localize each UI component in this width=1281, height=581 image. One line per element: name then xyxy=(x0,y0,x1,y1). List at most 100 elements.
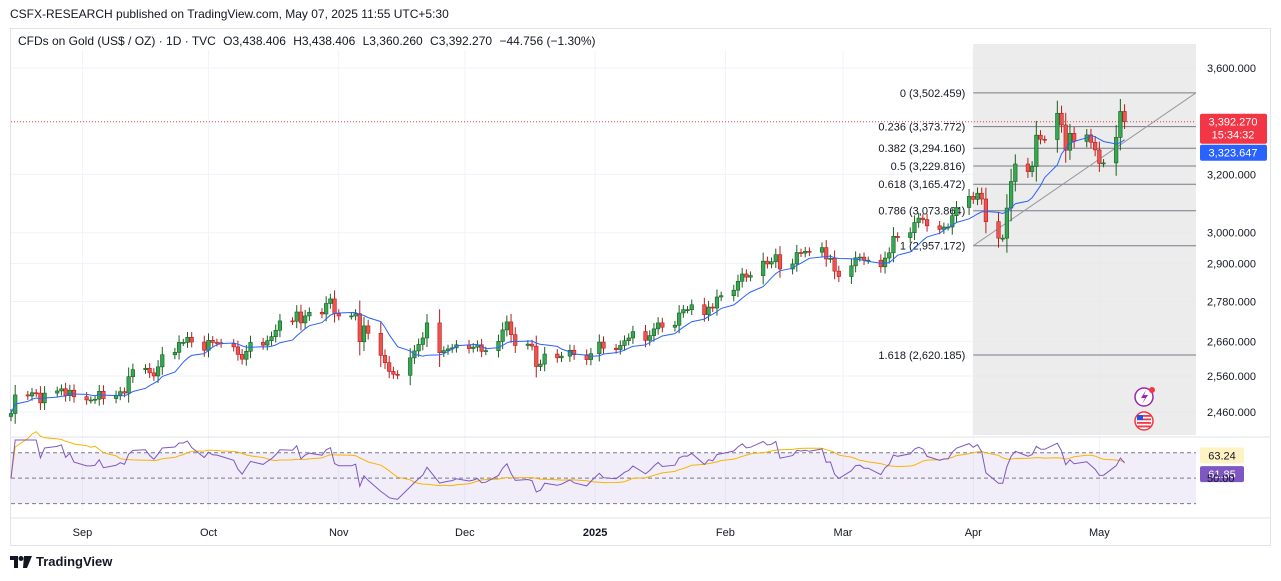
candle-body xyxy=(1034,134,1039,167)
candle-body xyxy=(714,296,720,309)
flag-canton xyxy=(1137,415,1143,420)
candle-body xyxy=(769,261,774,265)
candle-body xyxy=(777,254,783,270)
rsi-tag-value: 61.85 xyxy=(1208,469,1236,481)
candle-body xyxy=(307,312,312,317)
y-tick-label: 3,200.000 xyxy=(1207,169,1256,181)
candle-body xyxy=(151,372,156,377)
candle-body xyxy=(857,256,862,259)
y-tick-label: 3,600.000 xyxy=(1207,63,1256,75)
candle-body xyxy=(277,320,283,331)
candle-body xyxy=(681,309,686,314)
rsi-tag xyxy=(1200,466,1244,483)
x-tick-label: Mar xyxy=(834,527,853,539)
candle-body xyxy=(84,396,89,401)
candle-body xyxy=(744,273,749,278)
candle-body xyxy=(500,329,505,342)
x-tick-label: Dec xyxy=(455,527,475,539)
candle-body xyxy=(908,232,913,238)
ma-tag-value: 3,323.647 xyxy=(1209,148,1258,160)
candle-body xyxy=(25,394,30,397)
ohlc-close: C3,392.270 xyxy=(430,34,493,48)
candle-body xyxy=(1097,149,1102,164)
candle-body xyxy=(542,353,547,365)
candle-body xyxy=(1118,111,1123,138)
candle-body xyxy=(290,320,295,323)
candle-body xyxy=(748,275,753,278)
flag-stripe xyxy=(1137,425,1151,428)
price-tag-countdown: 15:34:32 xyxy=(1212,130,1255,142)
candle-body xyxy=(971,196,976,200)
candle-body xyxy=(147,367,152,374)
candle-body xyxy=(336,313,341,317)
candle-body xyxy=(853,257,858,267)
ma-tag xyxy=(1200,144,1267,161)
candle-body xyxy=(63,388,68,396)
candle-body xyxy=(353,313,358,317)
candle-body xyxy=(387,362,392,372)
rsi-ma-tag-value: 63.24 xyxy=(1208,450,1236,462)
candle-body xyxy=(214,342,219,344)
tradingview-footer[interactable]: TradingView xyxy=(10,554,112,569)
candle-body xyxy=(445,348,451,351)
candle-body xyxy=(685,309,690,311)
symbol-legend: CFDs on Gold (US$ / OZ) · 1D · TVC O3,43… xyxy=(18,34,600,48)
x-tick-label: Apr xyxy=(965,527,982,539)
x-tick-label: May xyxy=(1089,527,1110,539)
rsi-line xyxy=(10,439,1125,500)
price-tag-value: 3,392.270 xyxy=(1209,117,1258,129)
candle-body xyxy=(706,306,711,315)
candle-body xyxy=(819,247,825,253)
us-flag-icon xyxy=(1134,411,1154,431)
candle-body xyxy=(231,343,236,348)
candle-body xyxy=(1030,166,1035,172)
x-tick-label: Feb xyxy=(716,527,735,539)
flag-stripe xyxy=(1137,418,1151,421)
candle-body xyxy=(1072,132,1077,142)
symbol-label[interactable]: CFDs on Gold (US$ / OZ) · 1D · TVC xyxy=(18,34,216,48)
candle-body xyxy=(979,192,984,200)
candle-body xyxy=(382,355,388,363)
candle-body xyxy=(118,391,123,396)
candle-body xyxy=(143,367,148,370)
candle-body xyxy=(761,260,766,276)
candle-body xyxy=(601,341,606,349)
candle-body xyxy=(807,250,812,253)
chart-frame xyxy=(10,28,1271,546)
candle-body xyxy=(504,321,509,331)
footer-brand: TradingView xyxy=(36,554,113,569)
ohlc-high: H3,438.406 xyxy=(293,34,356,48)
candle-body xyxy=(983,198,988,222)
candle-body xyxy=(1009,181,1014,209)
candle-body xyxy=(471,346,476,349)
candle-body xyxy=(59,388,64,392)
candle-body xyxy=(912,222,917,234)
candle-body xyxy=(1122,111,1127,123)
candle-body xyxy=(529,343,535,347)
candle-body xyxy=(882,257,888,268)
candle-body xyxy=(391,371,396,375)
candle-body xyxy=(202,341,207,351)
candle-body xyxy=(210,340,215,343)
candle-body xyxy=(34,392,39,395)
candle-body xyxy=(828,258,833,260)
candle-body xyxy=(513,334,518,346)
candle-body xyxy=(765,260,770,265)
fib-level-label: 0.236 (3,373.772) xyxy=(878,122,965,134)
rsi-tick-label: 50.00 xyxy=(1207,473,1235,485)
candle-body xyxy=(244,350,249,360)
candle-body xyxy=(630,331,636,339)
fib-zone xyxy=(973,44,1196,435)
candle-body xyxy=(996,221,1001,239)
candle-body xyxy=(647,335,652,341)
candle-body xyxy=(1067,132,1073,151)
x-tick-label: Nov xyxy=(329,527,349,539)
candle-body xyxy=(67,389,72,396)
y-tick-label: 2,460.000 xyxy=(1207,407,1256,419)
candle-body xyxy=(319,312,325,315)
candle-body xyxy=(740,273,745,282)
fib-level-label: 1 (2,957.172) xyxy=(900,241,965,253)
fib-trendline xyxy=(973,92,1197,247)
candle-body xyxy=(1000,237,1005,240)
